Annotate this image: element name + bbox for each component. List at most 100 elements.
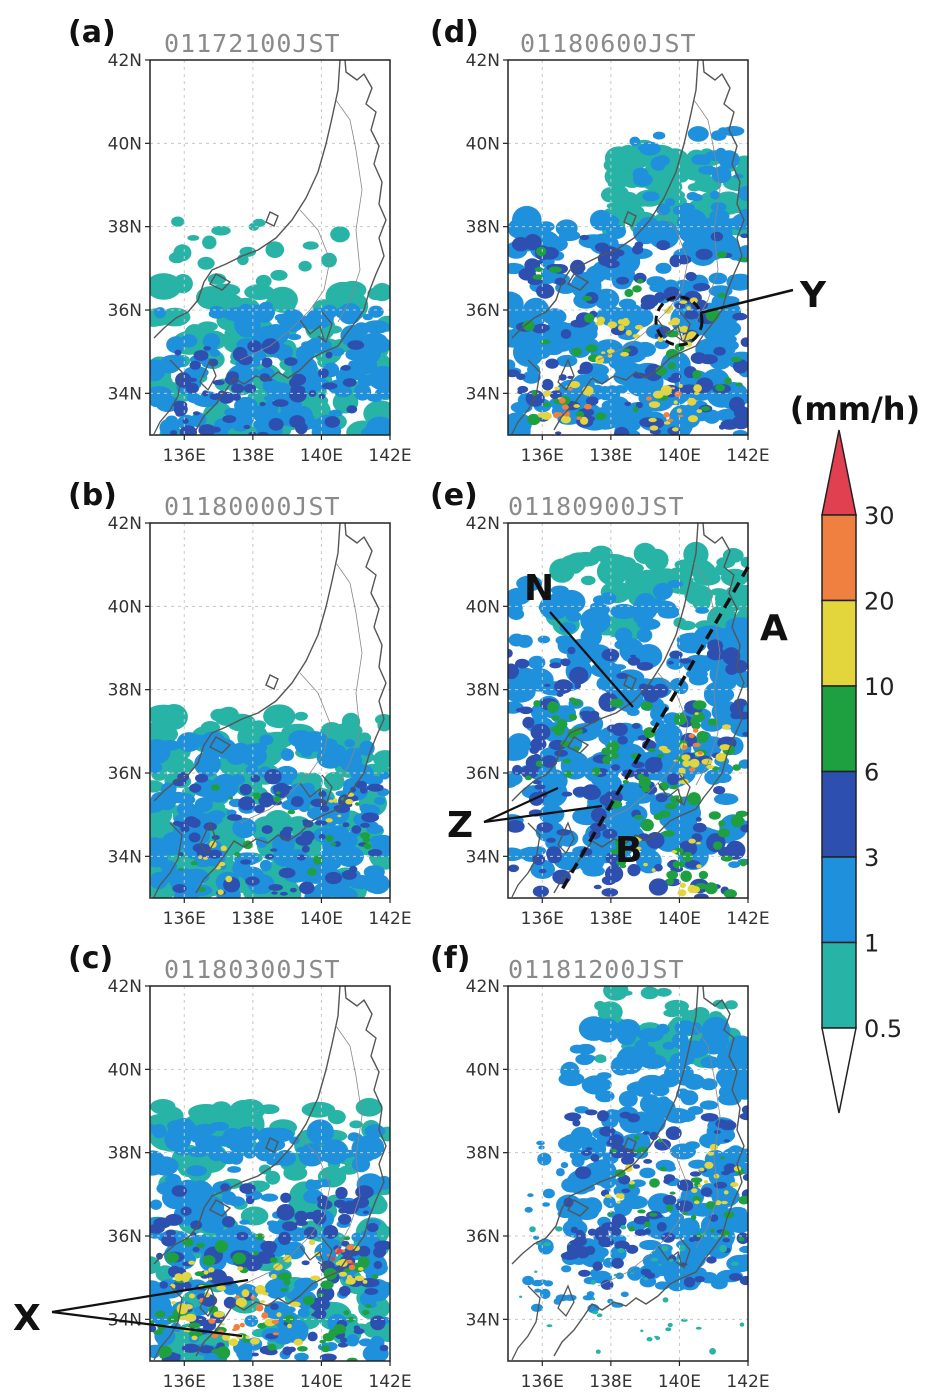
rain-cell (261, 1312, 269, 1319)
rain-cell (379, 771, 390, 780)
lon-label: 138E (589, 446, 632, 466)
rain-cell (284, 357, 298, 366)
rain-cell (554, 749, 568, 757)
rain-cell (617, 735, 628, 745)
rain-cell (185, 734, 209, 746)
rain-cell (713, 786, 726, 795)
rain-cell (539, 1288, 551, 1299)
rain-cell (636, 278, 644, 284)
rain-cell (686, 567, 700, 576)
rain-cell (595, 355, 605, 365)
lon-label: 142E (726, 446, 769, 466)
rain-cell (150, 761, 163, 774)
rain-cell (345, 798, 354, 805)
panel-label-f: (f) (430, 941, 470, 976)
rain-cell (258, 1164, 272, 1175)
rain-cell (338, 1285, 351, 1297)
rain-cell (179, 794, 196, 805)
rain-cell (508, 663, 519, 680)
rain-cell (362, 1279, 368, 1284)
rain-cell (715, 384, 726, 392)
rain-cell (543, 1280, 554, 1287)
lat-label: 42N (108, 514, 142, 534)
rain-cell (194, 1271, 206, 1277)
rain-cell (712, 1204, 728, 1212)
rain-cell (556, 1168, 565, 1177)
rain-cell (262, 1292, 269, 1296)
graticule (508, 60, 748, 435)
rain-cell (177, 821, 186, 828)
rain-cell (582, 721, 598, 731)
lat-label: 36N (108, 301, 142, 321)
rain-cell (555, 635, 575, 646)
rain-cell (549, 390, 562, 400)
rain-cell (656, 240, 671, 251)
rain-cell (238, 1351, 253, 1361)
rain-cell (280, 748, 295, 761)
rain-cell (655, 756, 662, 763)
rain-cell (682, 1211, 688, 1216)
lon-label: 138E (231, 446, 274, 466)
lat-label: 42N (108, 977, 142, 997)
rain-cell (264, 1278, 289, 1299)
rain-cell (195, 773, 209, 783)
rain-cell (662, 1297, 669, 1303)
rain-cell (695, 1326, 702, 1330)
rain-cell (240, 859, 252, 865)
rain-cell (576, 416, 582, 421)
rain-cell (172, 884, 187, 893)
rain-cell (278, 1231, 292, 1245)
rain-cell (707, 718, 719, 726)
rain-cell (294, 711, 308, 721)
rain-cell (739, 859, 747, 867)
rain-cell (227, 1166, 242, 1173)
rain-cell (567, 1215, 583, 1226)
graticule (508, 986, 748, 1361)
rain-cell (362, 320, 390, 334)
rain-cell (560, 658, 571, 667)
rain-cell (523, 668, 554, 692)
rain-cell (580, 416, 589, 425)
rain-cell (573, 404, 580, 408)
rain-cell (709, 209, 730, 223)
rain-cell (591, 372, 609, 384)
rain-cell (683, 404, 696, 415)
rain-cell (724, 377, 732, 385)
rain-cell (618, 1090, 638, 1108)
rain-cell (722, 548, 744, 563)
rain-cell (618, 1193, 625, 1200)
rain-cell (280, 1288, 288, 1292)
rain-cell (732, 764, 741, 771)
rain-cell (373, 1246, 387, 1258)
rain-cell (213, 1311, 225, 1318)
rain-cell (719, 1244, 727, 1253)
rain-cell (688, 415, 698, 423)
rain-cell (270, 1303, 279, 1310)
rain-cell (192, 411, 201, 416)
rain-cell (669, 254, 682, 268)
lat-label: 38N (466, 218, 500, 238)
rain-cell (578, 1269, 591, 1277)
rain-cell (243, 383, 257, 394)
rain-cell (227, 814, 242, 821)
rain-cell (538, 1145, 545, 1150)
rain-cell (674, 302, 686, 309)
rain-cell (559, 622, 577, 633)
rain-cell (730, 356, 742, 363)
rain-cell (319, 1353, 337, 1361)
rain-cell (600, 1279, 614, 1290)
map-frame (149, 59, 391, 436)
rain-cell (595, 1349, 601, 1354)
rain-cell (156, 1252, 163, 1260)
rain-cell (239, 1219, 250, 1225)
rain-cell (601, 648, 620, 662)
rain-cell (210, 283, 241, 297)
rain-cell (150, 704, 182, 725)
rain-cell (588, 1159, 617, 1186)
lat-label: 36N (108, 1227, 142, 1247)
rain-cell (625, 570, 652, 596)
rain-cell (193, 350, 209, 361)
rain-cell (549, 662, 562, 669)
rain-cell (716, 334, 737, 344)
rain-cell (618, 1174, 631, 1185)
